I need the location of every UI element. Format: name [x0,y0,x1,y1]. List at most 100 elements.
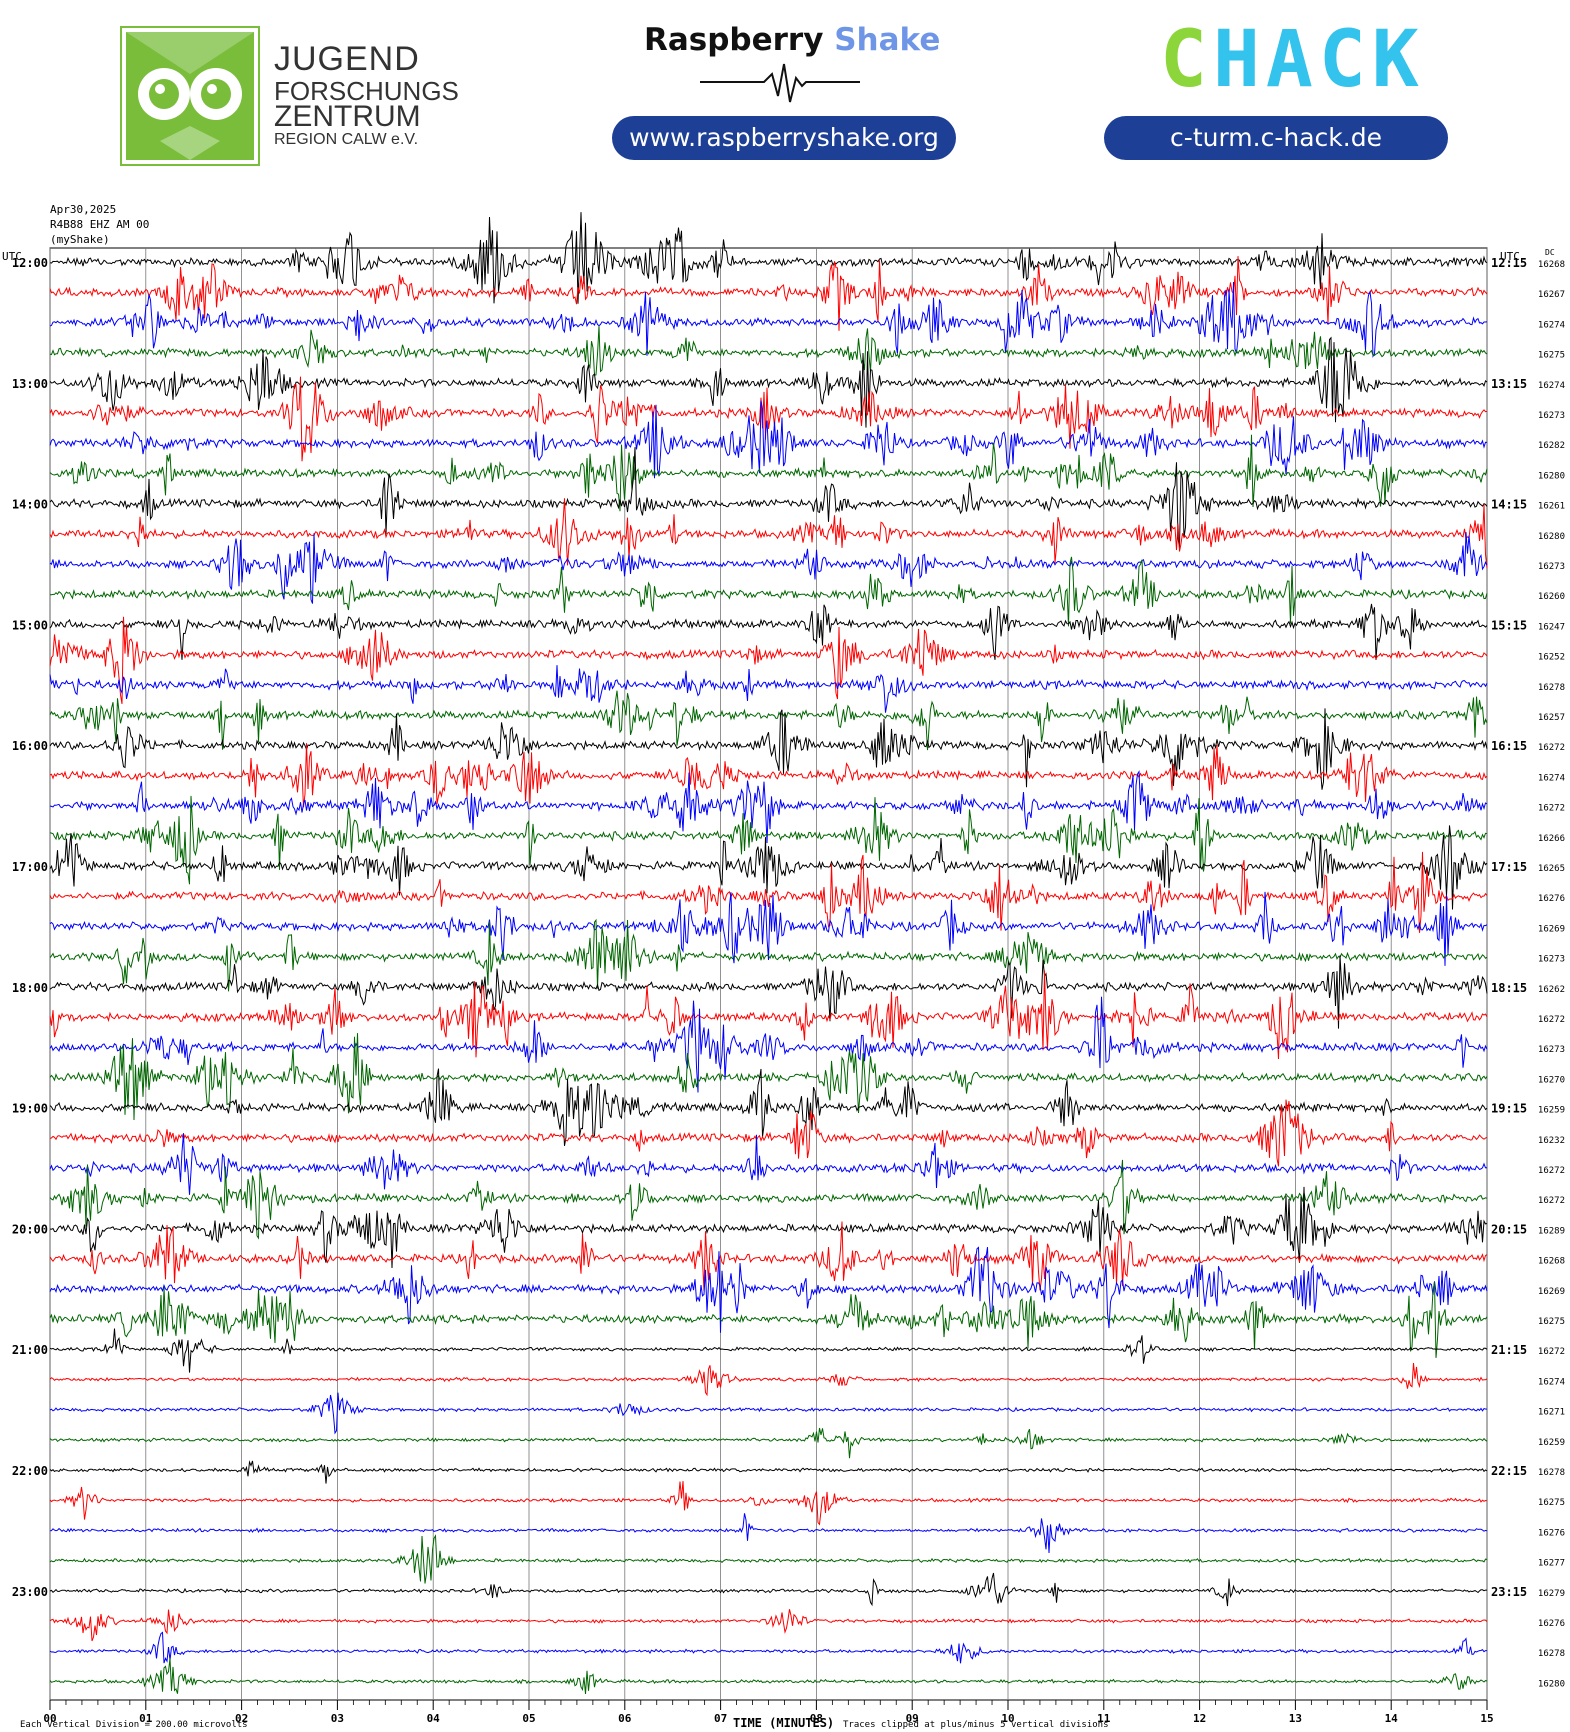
dc-value: 16272 [1538,1347,1565,1357]
seismic-trace [49,891,1488,966]
x-tick-label: 13 [1289,1712,1302,1725]
dc-value: 16276 [1538,894,1565,904]
x-axis-label: TIME (MINUTES) [733,1716,834,1730]
row-label-right: 16:15 [1491,739,1527,753]
row-label-left: 21:00 [12,1343,48,1357]
seismic-trace [49,1328,1488,1373]
dc-value: 16280 [1538,1679,1565,1689]
seismic-trace [49,336,1488,428]
seismic-trace [49,665,1488,713]
rs-url-button[interactable]: www.raspberryshake.org [612,116,956,160]
seismic-trace [49,1133,1488,1195]
row-label-right: 15:15 [1491,618,1527,632]
seismic-trace [49,447,1488,548]
seismic-trace [49,376,1488,462]
dc-value: 16277 [1538,1559,1565,1569]
seismic-trace [49,325,1488,376]
row-label-right: 20:15 [1491,1222,1527,1236]
dc-value: 16262 [1538,985,1565,995]
dc-value: 16269 [1538,1287,1565,1297]
seismic-trace [49,616,1488,704]
x-tick-label: 01 [139,1712,153,1725]
station-label: R4B88 EHZ AM 00 [50,218,149,231]
row-label-right: 18:15 [1491,981,1527,995]
seismic-trace [49,1099,1488,1167]
dc-value: 16247 [1538,622,1565,632]
seismic-trace [49,532,1488,604]
dc-value: 16257 [1538,713,1565,723]
row-label-left: 14:00 [12,498,48,512]
footer-clip-note: Traces clipped at plus/minus 5 vertical … [843,1720,1109,1730]
seismic-trace [49,1658,1488,1695]
seismic-trace [49,970,1488,1060]
x-tick-label: 09 [906,1712,919,1725]
dc-value: 16265 [1538,864,1565,874]
dc-value: 16278 [1538,683,1565,693]
dc-value: 16276 [1538,1528,1565,1538]
dc-value: 16267 [1538,290,1565,300]
dc-value: 16280 [1538,471,1565,481]
seismic-trace [49,1246,1488,1333]
seismic-trace [49,825,1488,910]
seismic-trace [49,770,1488,844]
row-label-right: 14:15 [1491,498,1527,512]
seismic-trace [49,1609,1488,1642]
dc-value: 16273 [1538,411,1565,421]
row-label-left: 19:00 [12,1102,48,1116]
dc-value: 16282 [1538,441,1565,451]
x-tick-label: 04 [427,1712,441,1725]
seismic-trace [49,212,1488,304]
chack-logo: CHACK [1160,15,1425,105]
seismic-trace [49,1033,1488,1121]
dc-value: 16270 [1538,1075,1565,1085]
dc-value: 16272 [1538,1196,1565,1206]
dc-value: 16271 [1538,1408,1565,1418]
dc-value: 16274 [1538,1377,1565,1387]
row-label-right: 21:15 [1491,1343,1527,1357]
seismic-trace [49,1221,1488,1291]
x-tick-label: 05 [522,1712,535,1725]
seismic-trace [49,851,1488,933]
dc-value: 16275 [1538,1317,1565,1327]
x-tick-label: 07 [714,1712,727,1725]
jfz-line4: REGION CALW e.V. [274,131,419,148]
seismic-trace [49,708,1488,790]
jfz-line1: JUGEND [274,40,420,78]
x-tick-label: 14 [1385,1712,1399,1725]
footer-scale-note: Each Vertical Division = 200.00 microvol… [20,1720,248,1730]
dc-value: 16273 [1538,1045,1565,1055]
dc-value: 16274 [1538,773,1565,783]
x-tick-label: 03 [331,1712,344,1725]
seismic-trace [49,603,1488,661]
header: JUGEND FORSCHUNGS ZENTRUM REGION CALW e.… [0,0,1570,190]
dc-value: 16274 [1538,320,1565,330]
rs-word2: Shake [834,22,941,58]
seismic-trace [49,1282,1488,1358]
dc-value: 16232 [1538,1136,1565,1146]
row-label-right: 17:15 [1491,860,1527,874]
row-label-left: 16:00 [12,739,48,753]
seismic-trace [49,1186,1488,1269]
seismic-trace [49,690,1488,751]
seismic-trace [49,1631,1487,1664]
dc-value: 16272 [1538,1015,1565,1025]
dc-value: 16268 [1538,260,1565,270]
dc-value: 16260 [1538,592,1565,602]
dc-value: 16279 [1538,1589,1565,1599]
seismic-trace [49,281,1488,358]
row-label-right: 19:15 [1491,1102,1527,1116]
seismic-trace [49,1068,1488,1146]
dc-value: 16275 [1538,1498,1565,1508]
row-label-left: 23:00 [12,1585,48,1599]
seismic-trace [49,1460,1488,1484]
seismic-trace [49,556,1488,627]
chack-url-button[interactable]: c-turm.c-hack.de [1104,116,1448,160]
seismic-trace [49,498,1488,569]
dc-value: 16274 [1538,381,1565,391]
dc-value: 16272 [1538,1166,1565,1176]
dc-value: 16268 [1538,1257,1565,1267]
x-tick-label: 11 [1097,1712,1111,1725]
dc-value: 16261 [1538,502,1565,512]
row-label-right: 12:15 [1491,256,1527,270]
